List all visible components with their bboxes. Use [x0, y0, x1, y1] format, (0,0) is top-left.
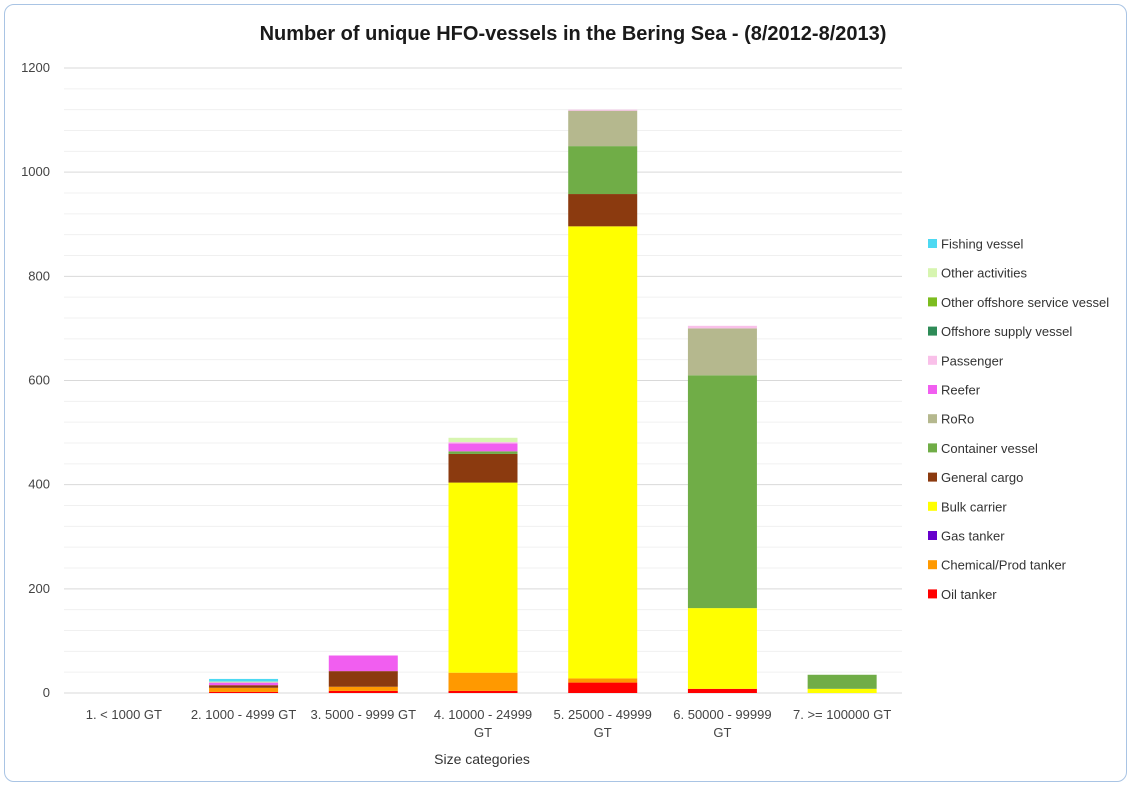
bar-segment — [448, 482, 518, 673]
legend-label: Passenger — [941, 353, 1004, 368]
bar-segment — [687, 325, 757, 329]
bar-segment — [209, 682, 279, 686]
x-tick-label: 3. 5000 - 9999 GT — [311, 707, 417, 722]
bar-segment — [568, 226, 638, 679]
legend-swatch — [928, 414, 937, 424]
bar-segment — [209, 681, 279, 683]
bar-segment — [687, 328, 757, 376]
bar-segment — [328, 671, 398, 687]
legend-label: Gas tanker — [941, 529, 1005, 544]
x-axis-ticks: 1. < 1000 GT 2. 1000 - 4999 GT 3. 5000 - 9… — [86, 707, 892, 740]
bar-segment — [448, 672, 518, 691]
bar-segment — [568, 109, 638, 111]
legend-label: RoRo — [941, 412, 974, 427]
bar-segment — [687, 688, 757, 693]
y-tick-label: 800 — [28, 268, 50, 283]
x-tick-label: 5. 25000 - 49999 — [554, 707, 652, 722]
bar-segment — [448, 453, 518, 483]
bar-segment — [568, 682, 638, 693]
x-tick-label: 6. 50000 - 99999 — [673, 707, 771, 722]
bar-segment — [328, 690, 398, 693]
legend-swatch — [928, 239, 937, 248]
legend: Fishing vessel Other activities Other offs… — [928, 237, 1109, 602]
bar-segment — [448, 443, 518, 452]
legend-swatch — [928, 531, 937, 540]
bar-segment — [448, 690, 518, 693]
bar-segment — [209, 685, 279, 688]
bars — [209, 109, 877, 693]
bar-segment — [328, 655, 398, 672]
legend-label: Other activities — [941, 266, 1027, 281]
bar-segment — [209, 691, 279, 693]
y-tick-label: 1000 — [21, 164, 50, 179]
y-tick-label: 200 — [28, 581, 50, 596]
bar-segment — [209, 687, 279, 692]
x-tick-label: 7. >= 100000 GT — [793, 707, 891, 722]
legend-label: Offshore supply vessel — [941, 324, 1072, 339]
bar-segment — [448, 451, 518, 454]
bar-segment — [687, 608, 757, 689]
legend-label: General cargo — [941, 470, 1023, 485]
legend-swatch — [928, 297, 937, 307]
y-tick-label: 0 — [43, 685, 50, 700]
legend-swatch — [928, 472, 937, 482]
legend-swatch — [928, 501, 937, 511]
x-tick-label: 2. 1000 - 4999 GT — [191, 707, 297, 722]
x-tick-label: GT — [713, 725, 731, 740]
bar-segment — [568, 110, 638, 147]
bar-segment — [209, 678, 279, 682]
chart-title: Number of unique HFO-vessels in the Beri… — [260, 23, 887, 45]
y-axis-ticks: 0 200 400 600 800 1000 1200 — [21, 60, 50, 700]
y-tick-label: 600 — [28, 373, 50, 388]
bar-segment — [568, 678, 638, 683]
x-tick-label: GT — [594, 725, 612, 740]
x-tick-label: 1. < 1000 GT — [86, 707, 162, 722]
legend-swatch — [928, 385, 937, 394]
bar-segment — [568, 194, 638, 227]
legend-swatch — [928, 355, 937, 365]
legend-swatch — [928, 443, 937, 453]
legend-label: Oil tanker — [941, 587, 997, 602]
legend-label: Reefer — [941, 383, 981, 398]
legend-swatch — [928, 560, 937, 570]
bar-segment — [807, 674, 877, 689]
x-axis-label: Size categories — [434, 751, 530, 767]
y-tick-label: 1200 — [21, 60, 50, 75]
chart-frame — [4, 4, 1127, 782]
bar-segment — [807, 688, 877, 693]
bar-segment — [448, 437, 518, 442]
legend-label: Other offshore service vessel — [941, 295, 1109, 310]
bar-segment — [328, 686, 398, 691]
y-tick-label: 400 — [28, 477, 50, 492]
x-tick-label: GT — [474, 725, 492, 740]
bar-segment — [448, 441, 518, 444]
legend-label: Container vessel — [941, 441, 1038, 456]
legend-label: Chemical/Prod tanker — [941, 558, 1067, 573]
bar-segment — [687, 375, 757, 609]
legend-label: Bulk carrier — [941, 499, 1007, 514]
legend-swatch — [928, 589, 937, 599]
legend-label: Fishing vessel — [941, 237, 1023, 252]
bar-segment — [568, 146, 638, 195]
legend-swatch — [928, 326, 937, 336]
legend-swatch — [928, 268, 937, 278]
x-tick-label: 4. 10000 - 24999 — [434, 707, 532, 722]
